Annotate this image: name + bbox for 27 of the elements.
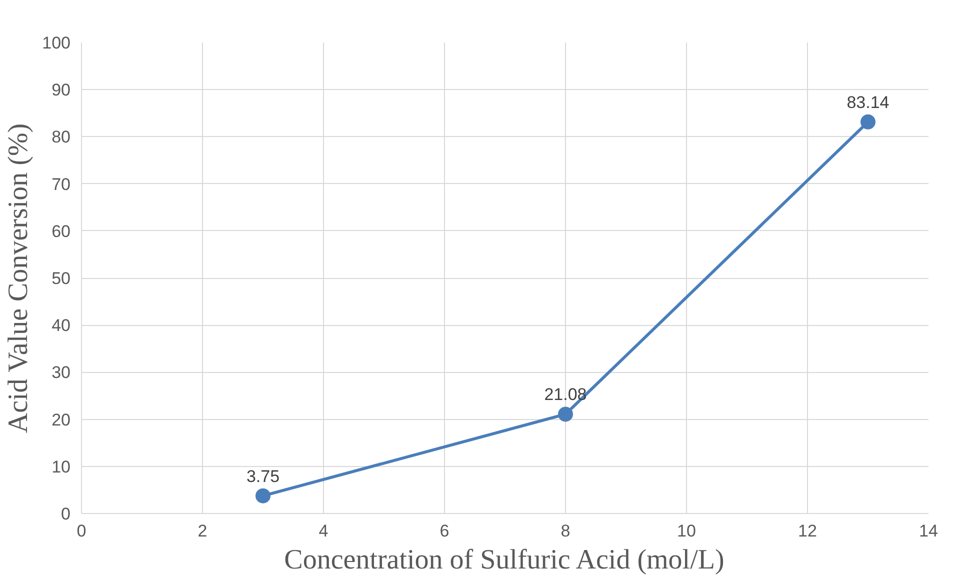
x-tick-label: 8 xyxy=(560,522,570,540)
point xyxy=(558,406,573,422)
y-tick-label: 30 xyxy=(52,363,71,382)
y-tick-label: 90 xyxy=(52,80,71,100)
y-tick-label: 80 xyxy=(52,128,71,147)
y-tick-label: 0 xyxy=(61,504,71,524)
y-tick-label: 20 xyxy=(52,410,71,430)
point xyxy=(860,114,876,130)
y-tick-label: 60 xyxy=(52,222,71,241)
y-tick-label: 40 xyxy=(52,316,71,336)
x-tick-label: 10 xyxy=(677,522,696,540)
y-tick-label: 50 xyxy=(52,269,71,288)
y-tick-label: 100 xyxy=(42,34,71,52)
data-label: 83.14 xyxy=(846,92,890,112)
data-label: 21.08 xyxy=(544,385,587,404)
point xyxy=(256,488,270,504)
y-tick-label: 10 xyxy=(52,457,71,476)
y-axis-title: Acid Value Conversion (%) xyxy=(3,123,34,434)
x-tick-label: 0 xyxy=(76,522,86,540)
x-axis-title: Concentration of Sulfuric Acid (mol/L) xyxy=(284,544,724,576)
x-tick-label: 4 xyxy=(318,522,328,540)
x-tick-label: 6 xyxy=(440,522,450,540)
x-tick-label: 14 xyxy=(919,522,938,540)
x-tick-label: 12 xyxy=(798,522,817,540)
data-label: 3.75 xyxy=(246,466,280,486)
x-tick-label: 2 xyxy=(198,522,208,540)
y-tick-label: 70 xyxy=(52,174,71,194)
